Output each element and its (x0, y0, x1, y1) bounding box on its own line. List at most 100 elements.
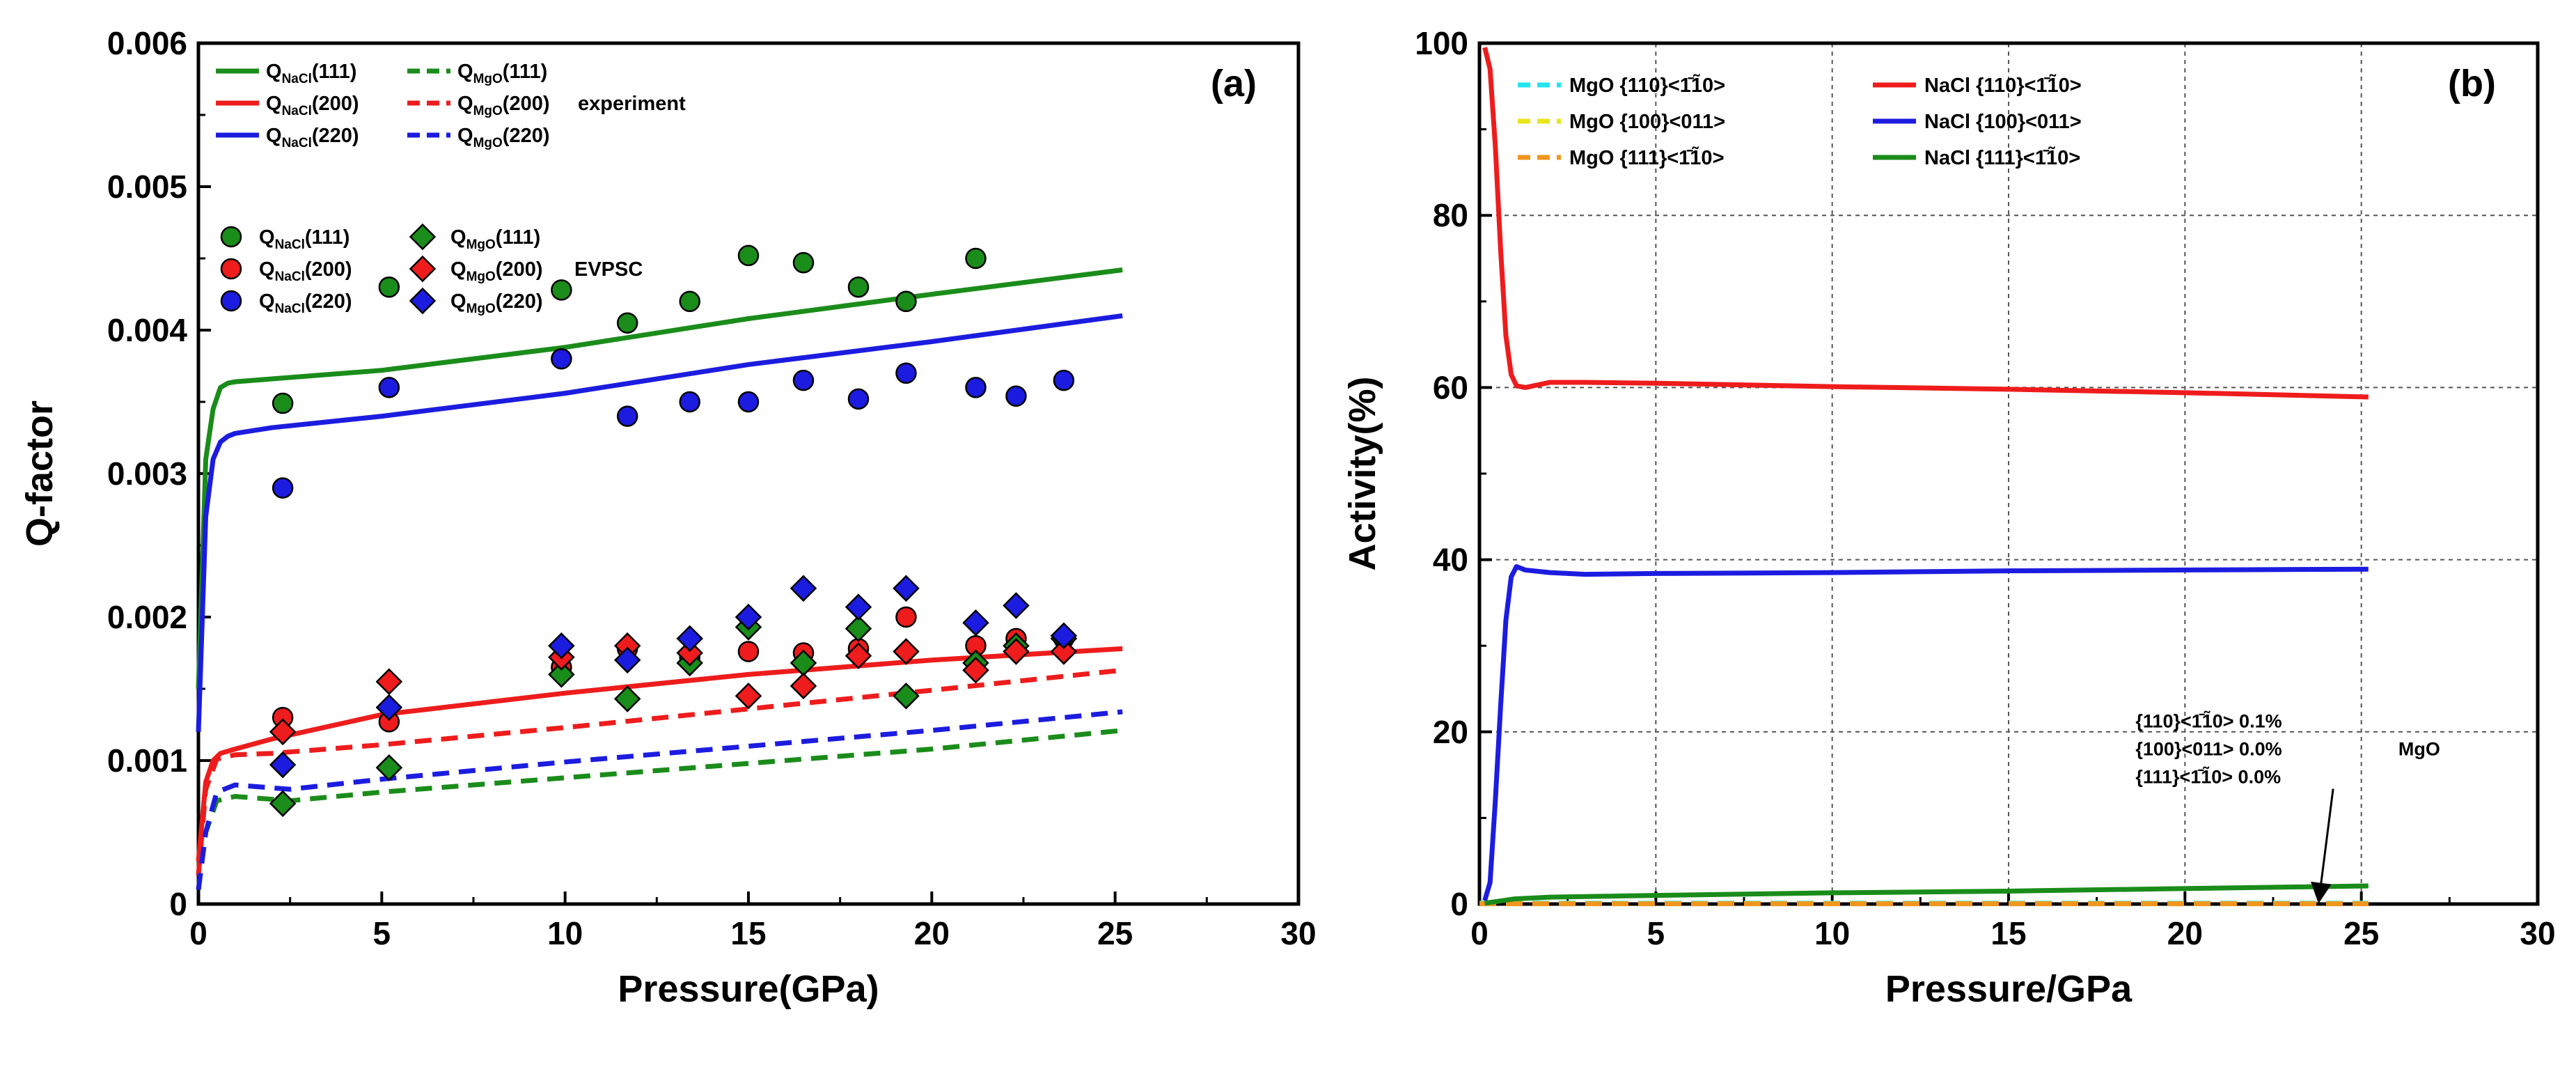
data-point-mgo200 (962, 656, 989, 684)
data-point-nacl220 (847, 388, 870, 410)
data-point-mgo111 (613, 685, 641, 712)
x-tick-label: 10 (1814, 915, 1850, 951)
x-tick-label: 15 (1990, 915, 2026, 951)
data-point-nacl111 (679, 290, 700, 313)
x-tick-label: 25 (1097, 915, 1133, 951)
y-axis-label: Q-factor (19, 400, 61, 547)
legend-group-tag: EVPSC (574, 258, 643, 281)
data-point-nacl111 (847, 276, 870, 298)
data-point-mgo111 (845, 615, 872, 642)
series-line-mgo200 (196, 667, 1123, 876)
series-line-nacl110 (1482, 47, 2369, 400)
data-point-nacl220 (737, 391, 760, 413)
legend-label: QMgO(200) (450, 258, 542, 284)
legend-label: QNaCl(200) (259, 258, 352, 284)
annotation: {110}<1̄1̃0> 0.1% {100}<011> 0.0% {111}<1̄… (2135, 710, 2440, 904)
x-axis-label: Pressure/GPa (1885, 968, 2133, 1010)
y-tick-label: 20 (1433, 714, 1468, 750)
data-point-nacl200 (895, 606, 917, 628)
data-point-nacl220 (378, 377, 400, 398)
legend-label: NaCl {111}<1̄1̃0> (1924, 146, 2080, 169)
legend-label: NaCl {100}<011> (1924, 111, 2082, 133)
annotation-line: {100}<011> 0.0% (2135, 739, 2282, 760)
legend: MgO {110}<1̄1̃0> NaCl {110}<1̄1̃0> MgO {10… (1518, 73, 2082, 169)
series-line-nacl220 (196, 313, 1123, 732)
data-point-mgo220 (790, 575, 817, 602)
legend-group-tag: experiment (578, 93, 686, 115)
series-line-mgo111 (196, 728, 1123, 890)
data-point-nacl111 (965, 247, 987, 270)
legend-label: QNaCl(220) (259, 290, 352, 316)
panel-label: (b) (2448, 63, 2496, 104)
x-tick-label: 30 (1280, 915, 1316, 951)
data-point-mgo200 (1050, 638, 1078, 665)
data-point-mgo220 (735, 603, 762, 631)
legend-swatch-marker (220, 226, 242, 248)
data-point-mgo200 (269, 718, 297, 746)
data-point-nacl220 (272, 477, 294, 499)
y-tick-label: 0.003 (107, 455, 187, 492)
x-tick-label: 0 (1470, 915, 1489, 951)
annotation-line: {110}<1̄1̃0> 0.1% (2135, 710, 2282, 732)
data-point-mgo200 (790, 672, 817, 700)
x-axis-label: Pressure(GPa) (618, 968, 879, 1010)
legend: QNaCl(111) QMgO(111) QNaCl(200) QMgO(200) QN… (216, 61, 686, 316)
data-point-mgo220 (893, 575, 920, 602)
data-point-nacl200 (737, 641, 760, 662)
data-point-mgo220 (375, 694, 403, 722)
y-tick-label: 0.006 (107, 25, 187, 61)
data-point-nacl111 (551, 279, 572, 301)
panel-a: 0 5 10 15 20 25 30 0 0.001 0.002 0.003 0.004 0.005 0.… (19, 25, 1317, 1010)
y-tick-label: 0 (169, 886, 187, 922)
series-line-nacl100 (1482, 563, 2369, 902)
series-line-mgo220 (196, 709, 1123, 890)
legend-label: QNaCl(200) (266, 93, 359, 118)
data-point-nacl220 (1005, 385, 1027, 407)
annotation-tag: MgO (2398, 739, 2440, 760)
data-point-nacl220 (551, 348, 572, 370)
data-point-nacl220 (616, 405, 638, 427)
annotation-line: {111}<1̄1̃0> 0.0% (2135, 766, 2281, 788)
y-tick-label: 0.002 (107, 599, 187, 635)
annotation-arrow (2311, 788, 2334, 904)
legend-label: MgO {100}<011> (1569, 111, 1725, 133)
data-point-mgo200 (893, 638, 920, 665)
x-tick-label: 0 (189, 915, 207, 951)
legend-swatch-marker (220, 258, 242, 280)
y-tick-label: 100 (1415, 25, 1468, 61)
data-point-mgo200 (676, 639, 703, 667)
y-tick-label: 0 (1450, 886, 1468, 922)
legend-label: QNaCl(220) (266, 125, 359, 150)
legend-label: MgO {110}<1̄1̃0> (1569, 73, 1725, 97)
legend-label: QMgO(220) (450, 290, 542, 316)
data-point-mgo111 (893, 683, 920, 710)
y-tick-label: 0.004 (107, 312, 188, 348)
legend-label: QNaCl(111) (266, 61, 356, 86)
data-point-mgo111 (269, 790, 297, 818)
data-point-mgo111 (375, 754, 403, 781)
x-tick-label: 30 (2520, 915, 2555, 951)
data-point-nacl111 (792, 251, 815, 274)
data-point-nacl220 (895, 362, 917, 384)
y-axis-label: Activity(%) (1342, 376, 1383, 570)
legend-label: NaCl {110}<1̄1̃0> (1924, 73, 2082, 97)
x-tick-label: 20 (2167, 915, 2203, 951)
x-tick-label: 5 (373, 915, 391, 951)
panel-label: (a) (1211, 63, 1257, 104)
series-line-nacl111 (1484, 883, 2369, 906)
y-tick-label: 80 (1433, 197, 1468, 233)
data-point-mgo220 (1003, 592, 1030, 619)
legend-swatch-marker (220, 290, 242, 312)
legend-label: QMgO(111) (457, 61, 547, 86)
y-tick-label: 0.005 (107, 169, 187, 205)
data-point-nacl220 (1053, 369, 1075, 391)
legend-label: QMgO(111) (450, 226, 540, 252)
x-tick-label: 15 (730, 915, 766, 951)
axes-frame (196, 41, 1301, 906)
data-point-mgo200 (375, 668, 403, 695)
data-point-nacl220 (965, 377, 987, 398)
data-point-mgo111 (548, 661, 575, 688)
data-point-mgo220 (548, 632, 575, 660)
y-tick-label: 40 (1433, 542, 1468, 578)
